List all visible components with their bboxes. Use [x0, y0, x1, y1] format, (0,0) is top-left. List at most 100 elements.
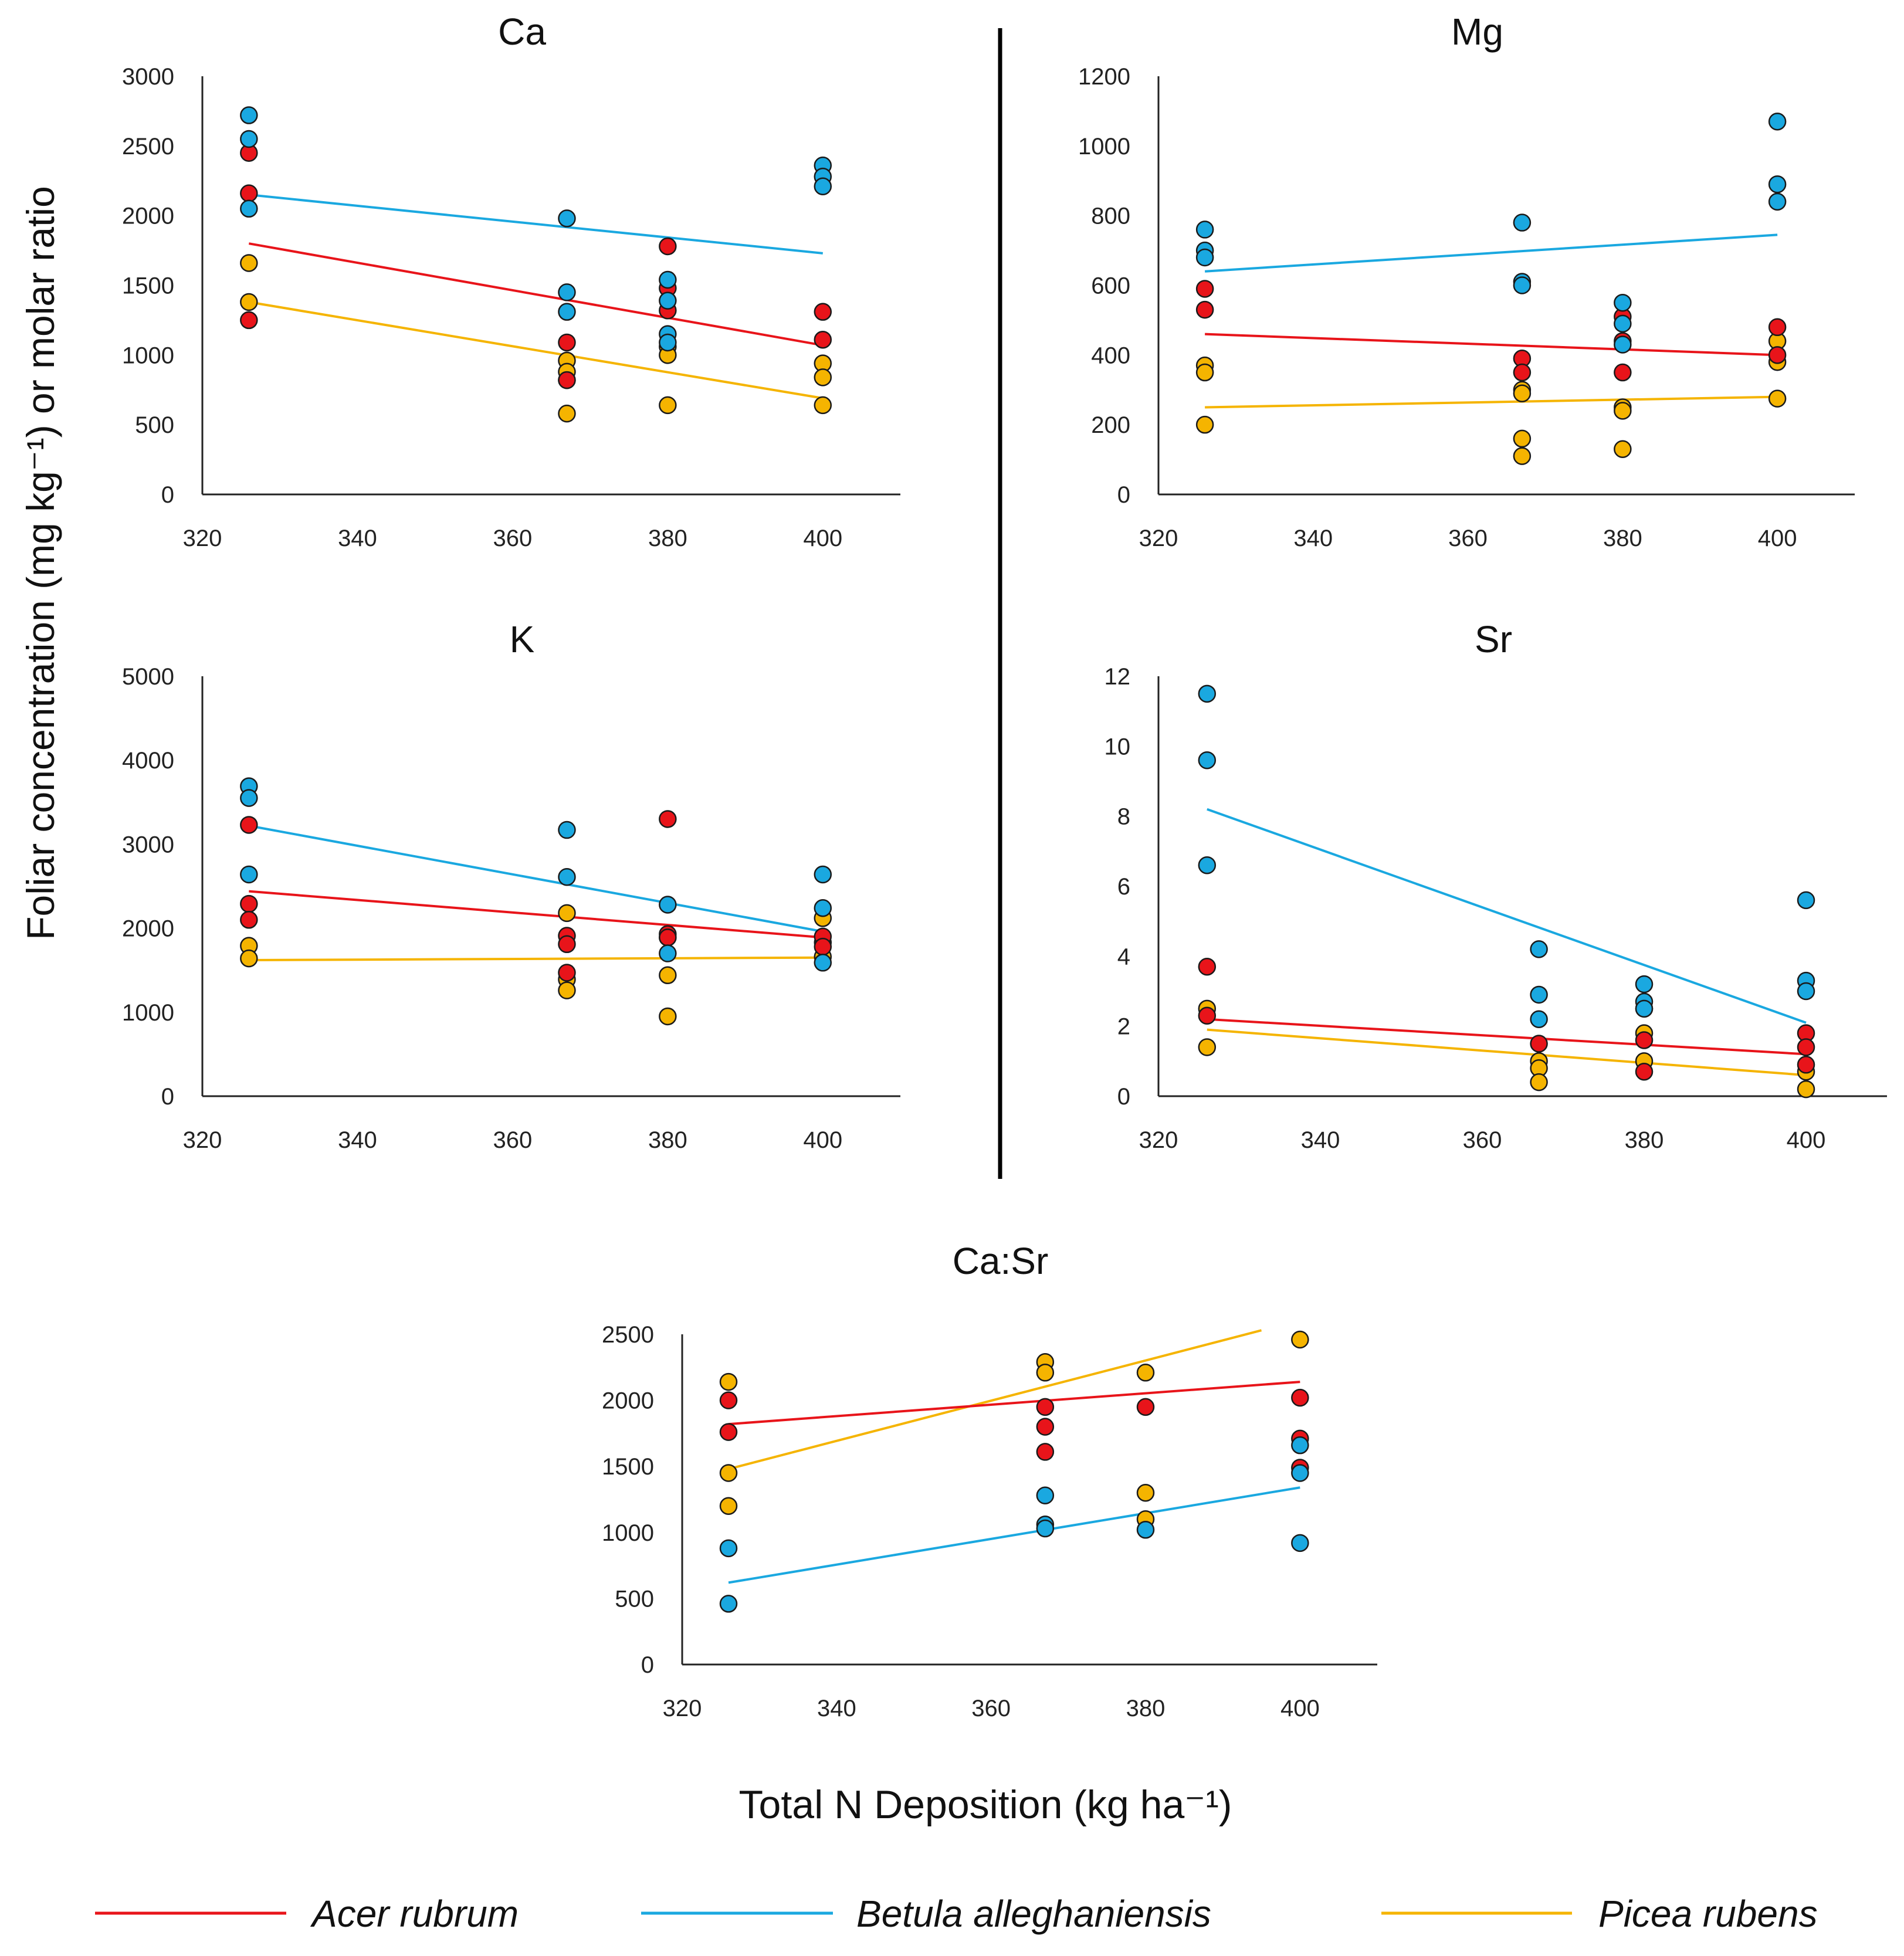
point-acer-rubrum-sr [1635, 1031, 1654, 1049]
point-betula-alleghaniensis-casr [1136, 1521, 1155, 1539]
point-picea-rubens-ca [814, 396, 832, 415]
y-tick-label-k: 0 [161, 1084, 174, 1110]
point-betula-alleghaniensis-sr [1198, 856, 1217, 874]
point-picea-rubens-sr [1530, 1073, 1548, 1091]
x-tick-label-ca: 320 [183, 526, 222, 551]
point-picea-rubens-mg [1513, 447, 1532, 465]
y-tick-label-casr: 2500 [602, 1322, 654, 1348]
y-tick-label-mg: 600 [1091, 273, 1130, 299]
point-acer-rubrum-sr [1797, 1056, 1815, 1074]
panel-title-k: K [510, 618, 535, 660]
y-tick-label-casr: 500 [615, 1586, 654, 1612]
panel-ca-sr: Ca:Sr 0 500 1000 1500 2000 2500 320 340 360 380 400 [602, 1240, 1377, 1721]
y-tick-label-sr: 6 [1117, 874, 1130, 900]
point-picea-rubens-k [659, 966, 677, 985]
y-tick-label-mg: 400 [1091, 343, 1130, 368]
x-tick-label-sr: 340 [1301, 1127, 1340, 1153]
x-tick-label-ca: 400 [803, 526, 842, 551]
point-betula-alleghaniensis-mg [1614, 335, 1632, 354]
point-acer-rubrum-k [659, 928, 677, 947]
x-tick-label-ca: 380 [648, 526, 687, 551]
point-acer-rubrum-sr [1198, 957, 1217, 976]
point-betula-alleghaniensis-mg [1768, 175, 1787, 194]
y-tick-label-ca: 500 [135, 412, 174, 438]
panel-k: K 0 1000 2000 3000 4000 5000 320 340 360 380 400 [122, 618, 900, 1153]
point-picea-rubens-sr [1797, 1080, 1815, 1099]
y-tick-label-ca: 0 [161, 482, 174, 508]
trendline-betula-alleghaniensis-casr [728, 1486, 1300, 1584]
legend-label-betula-alleghaniensis: Betula alleghaniensis [856, 1893, 1211, 1935]
point-picea-rubens-ca [240, 293, 258, 311]
point-betula-alleghaniensis-sr [1198, 751, 1217, 769]
trendline-picea-rubens-mg [1205, 395, 1778, 409]
x-tick-label-sr: 360 [1463, 1127, 1502, 1153]
point-picea-rubens-ca [659, 396, 677, 415]
point-acer-rubrum-casr [719, 1391, 738, 1409]
point-picea-rubens-ca [558, 404, 576, 423]
y-tick-label-ca: 2000 [122, 204, 174, 229]
panel-title-casr: Ca:Sr [953, 1240, 1049, 1282]
trendline-acer-rubrum-k [249, 890, 823, 939]
point-picea-rubens-mg [1195, 363, 1214, 382]
point-betula-alleghaniensis-casr [1036, 1519, 1055, 1538]
point-betula-alleghaniensis-sr [1198, 684, 1217, 703]
point-acer-rubrum-sr [1198, 1006, 1217, 1025]
y-tick-label-casr: 1500 [602, 1454, 654, 1480]
x-tick-label-ca: 340 [338, 526, 377, 551]
point-betula-alleghaniensis-k [240, 789, 258, 807]
point-picea-rubens-casr [1136, 1483, 1155, 1502]
trendline-betula-alleghaniensis-k [248, 824, 824, 933]
trendline-picea-rubens-k [249, 956, 823, 962]
point-betula-alleghaniensis-casr [1291, 1534, 1309, 1552]
point-picea-rubens-k [659, 1007, 677, 1026]
point-acer-rubrum-mg [1513, 363, 1532, 382]
point-picea-rubens-mg [1195, 415, 1214, 434]
point-betula-alleghaniensis-sr [1530, 940, 1548, 958]
point-acer-rubrum-mg [1195, 280, 1214, 298]
x-tick-label-mg: 380 [1603, 526, 1642, 551]
y-tick-label-k: 1000 [122, 1000, 174, 1026]
point-betula-alleghaniensis-ca [240, 130, 258, 148]
point-picea-rubens-ca [814, 368, 832, 387]
point-acer-rubrum-k [659, 810, 677, 828]
point-betula-alleghaniensis-k [659, 944, 677, 962]
point-betula-alleghaniensis-k [558, 867, 576, 886]
legend-label-picea-rubens: Picea rubens [1598, 1893, 1818, 1935]
point-betula-alleghaniensis-mg [1195, 248, 1214, 267]
point-betula-alleghaniensis-k [814, 899, 832, 917]
point-betula-alleghaniensis-casr [1036, 1486, 1055, 1504]
y-tick-label-mg: 1000 [1078, 134, 1130, 160]
point-betula-alleghaniensis-sr [1635, 999, 1654, 1018]
point-betula-alleghaniensis-sr [1530, 1010, 1548, 1028]
point-acer-rubrum-casr [1036, 1443, 1055, 1461]
x-tick-label-mg: 340 [1293, 526, 1333, 551]
trendline-acer-rubrum-mg [1205, 333, 1778, 357]
point-picea-rubens-casr [719, 1497, 738, 1516]
point-betula-alleghaniensis-mg [1768, 192, 1787, 211]
y-axis-title: Foliar concentration (mg kg⁻¹) or molar … [19, 186, 62, 940]
point-betula-alleghaniensis-ca [240, 106, 258, 124]
x-tick-label-k: 400 [803, 1127, 842, 1153]
x-tick-label-casr: 340 [817, 1696, 856, 1721]
point-acer-rubrum-mg [1768, 346, 1787, 364]
point-betula-alleghaniensis-k [814, 865, 832, 884]
point-acer-rubrum-ca [558, 333, 576, 352]
y-tick-label-casr: 1000 [602, 1520, 654, 1546]
y-tick-label-sr: 10 [1105, 734, 1131, 760]
point-picea-rubens-casr [719, 1464, 738, 1482]
point-betula-alleghaniensis-ca [814, 177, 832, 196]
y-tick-label-ca: 2500 [122, 134, 174, 160]
point-betula-alleghaniensis-k [814, 954, 832, 972]
point-picea-rubens-k [558, 904, 576, 923]
y-tick-label-sr: 8 [1117, 804, 1130, 830]
point-betula-alleghaniensis-ca [558, 209, 576, 228]
point-acer-rubrum-ca [814, 303, 832, 321]
point-picea-rubens-mg [1768, 389, 1787, 408]
y-tick-label-sr: 12 [1105, 664, 1131, 690]
x-tick-label-mg: 320 [1139, 526, 1178, 551]
point-acer-rubrum-ca [240, 184, 258, 202]
x-tick-label-mg: 360 [1448, 526, 1488, 551]
x-tick-label-casr: 400 [1280, 1696, 1320, 1721]
point-betula-alleghaniensis-sr [1530, 985, 1548, 1004]
panel-title-mg: Mg [1451, 11, 1503, 53]
